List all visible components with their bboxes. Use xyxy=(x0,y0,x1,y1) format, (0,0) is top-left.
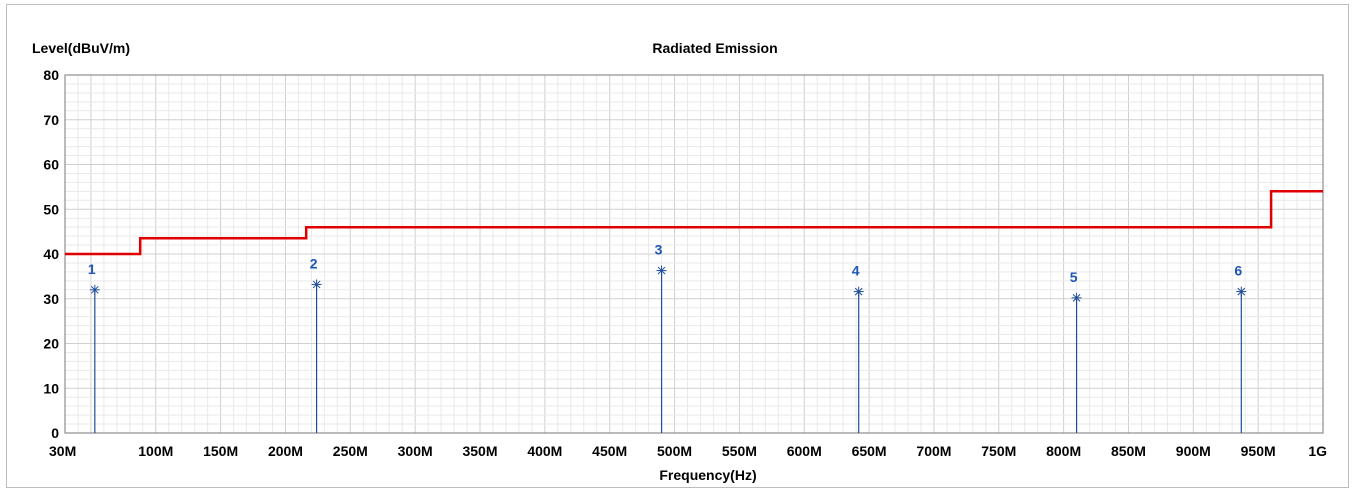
marker-label: 3 xyxy=(655,242,663,258)
grid xyxy=(65,75,1323,433)
x-tick-label: 800M xyxy=(1046,443,1081,459)
x-tick-label: 600M xyxy=(787,443,822,459)
marker-point xyxy=(1071,292,1082,303)
x-tick-label: 100M xyxy=(138,443,173,459)
chart-frame: Level(dBuV/m) Radiated Emission Frequenc… xyxy=(6,4,1349,488)
x-tick-label: 1G xyxy=(1308,443,1327,459)
limit-line-series xyxy=(65,190,1323,256)
x-tick-label: 200M xyxy=(268,443,303,459)
y-tick-label: 30 xyxy=(43,291,59,307)
x-axis-label: Frequency(Hz) xyxy=(659,467,756,483)
marker-point xyxy=(89,284,100,295)
y-tick-label: 80 xyxy=(43,67,59,83)
radiated-emission-chart: Level(dBuV/m) Radiated Emission Frequenc… xyxy=(32,40,1327,483)
x-tick-label: 750M xyxy=(981,443,1016,459)
marker-point xyxy=(1236,286,1247,297)
marker-label: 5 xyxy=(1070,269,1078,285)
y-tick-labels: 0 10 20 30 40 50 60 70 80 xyxy=(43,67,59,441)
x-tick-label: 30M xyxy=(49,443,76,459)
x-tick-label: 150M xyxy=(203,443,238,459)
x-tick-labels: 30M 100M 150M 200M 250M 300M 350M 400M 450M 500M 5… xyxy=(49,443,1327,459)
y-axis-label: Level(dBuV/m) xyxy=(32,40,130,56)
x-tick-label: 400M xyxy=(527,443,562,459)
y-tick-label: 20 xyxy=(43,336,59,352)
marker-label: 4 xyxy=(852,263,860,279)
x-tick-label: 900M xyxy=(1176,443,1211,459)
x-tick-label: 650M xyxy=(852,443,887,459)
x-tick-label: 700M xyxy=(916,443,951,459)
x-tick-label: 300M xyxy=(398,443,433,459)
marker-point xyxy=(311,279,322,290)
x-tick-label: 500M xyxy=(657,443,692,459)
y-tick-label: 50 xyxy=(43,201,59,217)
x-tick-label: 950M xyxy=(1241,443,1276,459)
x-tick-label: 250M xyxy=(333,443,368,459)
marker-label: 1 xyxy=(88,261,96,277)
marker-series: 1 2 3 4 5 6 xyxy=(88,242,1247,433)
y-tick-label: 40 xyxy=(43,246,59,262)
y-tick-label: 0 xyxy=(51,425,59,441)
y-tick-label: 70 xyxy=(43,112,59,128)
chart-title: Radiated Emission xyxy=(652,40,777,56)
marker-label: 2 xyxy=(310,255,318,271)
y-tick-label: 60 xyxy=(43,157,59,173)
marker-label: 6 xyxy=(1234,263,1242,279)
x-tick-label: 450M xyxy=(592,443,627,459)
limit-line xyxy=(65,190,1323,256)
marker-point xyxy=(656,265,667,276)
x-tick-label: 350M xyxy=(462,443,497,459)
x-tick-label: 550M xyxy=(722,443,757,459)
y-tick-label: 10 xyxy=(43,380,59,396)
marker-point xyxy=(853,286,864,297)
x-tick-label: 850M xyxy=(1111,443,1146,459)
